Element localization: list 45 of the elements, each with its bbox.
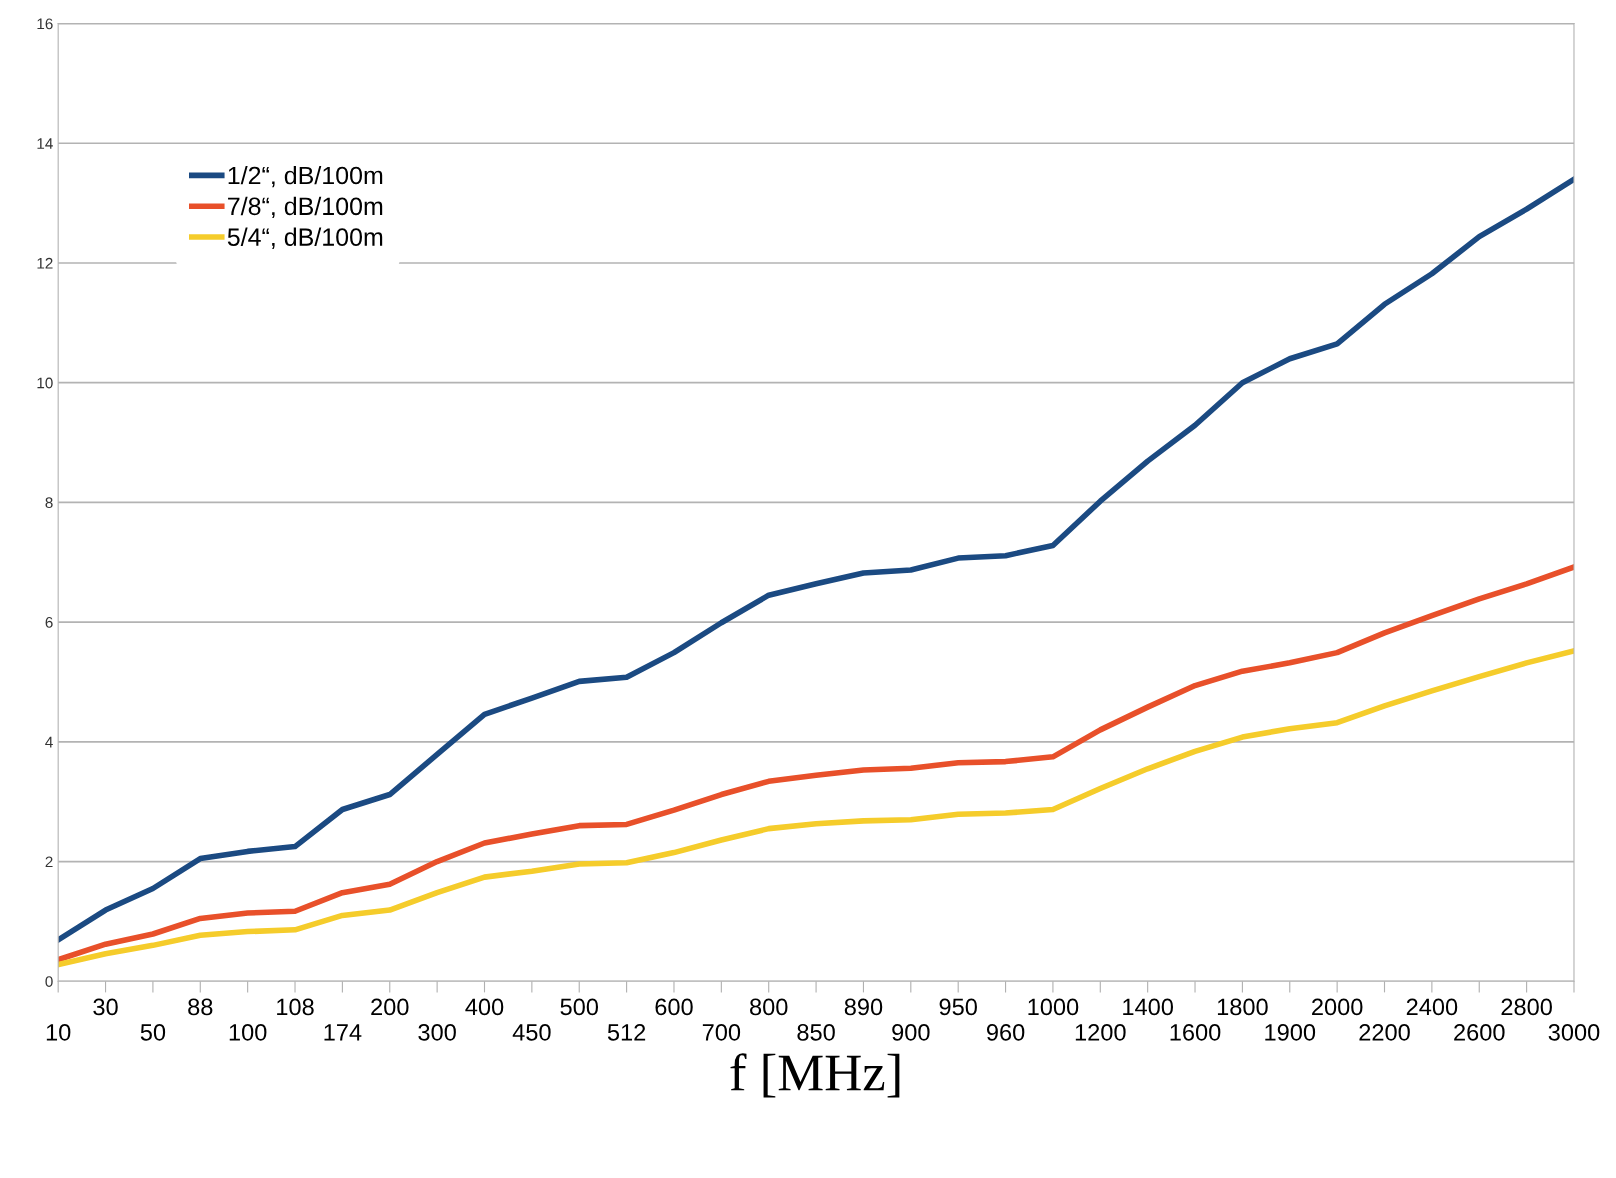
x-tick-label: 2200 [1359, 1024, 1410, 1041]
y-tick-label: 8 [45, 497, 53, 509]
y-tick-label: 10 [37, 377, 53, 389]
x-tick-label: 1000 [1028, 998, 1079, 1016]
y-tick-label: 6 [45, 617, 53, 628]
y-tick-label: 14 [37, 138, 53, 149]
x-tick-label: 2400 [1406, 998, 1458, 1016]
x-tick-label: 900 [892, 1024, 930, 1041]
y-tick-label: 12 [37, 257, 53, 269]
x-tick-label: 890 [844, 998, 883, 1016]
y-tick-label: 16 [37, 18, 53, 30]
x-tick-label: 1200 [1075, 1024, 1126, 1041]
x-tick-label: 1900 [1265, 1024, 1316, 1041]
y-tick-label: 4 [45, 736, 53, 748]
y-tick-label: 0 [45, 976, 53, 987]
x-tick-label: 200 [371, 998, 409, 1016]
x-tick-label: 450 [512, 1024, 551, 1041]
x-tick-label: 3000 [1548, 1024, 1600, 1041]
x-tick-label: 174 [324, 1024, 362, 1041]
x-tick-label: 850 [797, 1024, 835, 1041]
x-tick-label: 500 [560, 998, 599, 1016]
legend-label: 1/2“, dB/100m [228, 165, 383, 188]
y-tick-label: 2 [45, 856, 53, 868]
x-tick-label: 600 [655, 998, 693, 1016]
x-tick-label: 50 [140, 1024, 166, 1041]
x-axis-title: f [MHz] [730, 1053, 900, 1098]
x-tick-label: 100 [229, 1024, 267, 1041]
x-tick-label: 30 [93, 998, 118, 1016]
legend-label: 7/8“, dB/100m [228, 196, 383, 219]
x-tick-label: 88 [188, 998, 213, 1016]
x-tick-label: 1400 [1123, 998, 1173, 1016]
x-tick-label: 960 [986, 1024, 1025, 1041]
x-tick-label: 800 [750, 998, 788, 1016]
x-tick-label: 950 [939, 998, 977, 1016]
x-tick-label: 108 [277, 998, 314, 1016]
x-tick-label: 1600 [1170, 1024, 1221, 1041]
x-tick-label: 512 [607, 1024, 646, 1041]
x-tick-label: 2000 [1312, 998, 1363, 1016]
x-tick-label: 2600 [1454, 1024, 1505, 1041]
legend-label: 5/4“, dB/100m [227, 227, 383, 249]
x-tick-label: 700 [702, 1024, 741, 1041]
x-tick-label: 300 [418, 1024, 456, 1041]
x-tick-label: 2800 [1501, 998, 1552, 1016]
x-tick-label: 1800 [1217, 998, 1268, 1016]
x-tick-label: 400 [465, 998, 504, 1016]
